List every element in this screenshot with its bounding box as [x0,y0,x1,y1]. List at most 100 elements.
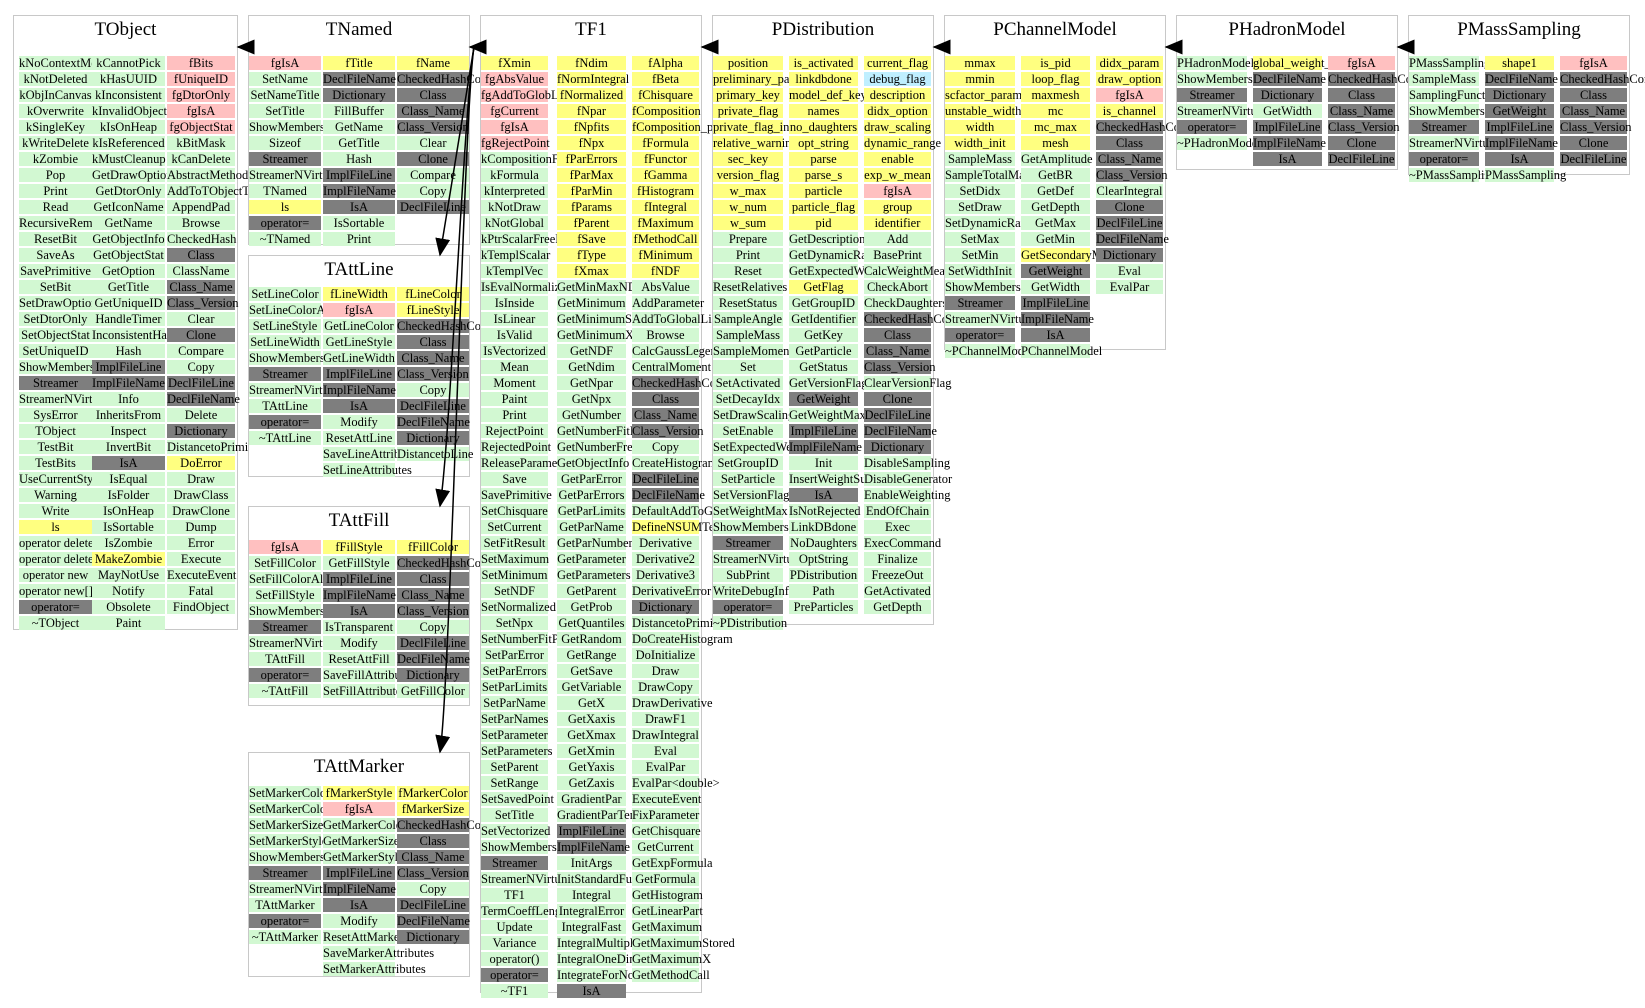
member-entry: Error [167,536,235,550]
member-entry: MakeZombie [92,552,165,566]
member-entry: ReleaseParameter [481,456,571,470]
member-entry: Derivative [632,536,699,550]
member-entry: kNotDraw [481,200,548,214]
member-entry: DeclFileName [397,415,470,429]
member-entry: kMustCleanup [92,152,166,166]
member-entry: operator= [713,600,783,614]
member-entry: Hash [92,344,165,358]
member-entry: GetXmin [557,744,626,758]
member-entry: operator= [249,216,321,230]
member-entry: draw_scaling [864,120,931,134]
member-entry: Notify [92,584,165,598]
member-entry: GetHistogram [632,888,703,902]
member-entry: Exec [864,520,931,534]
member-entry: fNpx [557,136,626,150]
member-entry: Streamer [481,856,548,870]
member-entry: GetMinimum [557,296,626,310]
member-entry: fFillColor [397,540,469,554]
member-entry: GetAmplitude [1021,152,1093,166]
member-entry: RejectedPoint [481,440,552,454]
member-entry: ImplFileLine [789,424,858,438]
member-entry: Clone [1560,136,1627,150]
member-entry: fIntegral [632,200,699,214]
member-entry: IsOnHeap [92,504,165,518]
member-entry: operator delete [19,536,94,550]
member-entry: fSave [557,232,626,246]
member-entry: SavePrimitive [19,264,92,278]
member-entry: SetFillStyle [249,588,321,602]
member-entry: Eval [1096,264,1163,278]
member-entry: CalcWeightMean [864,264,952,278]
member-entry: ls [249,200,321,214]
member-entry: fTitle [323,56,395,70]
member-entry: ImplFileName [1253,136,1326,150]
member-entry: SaveFillAttributes [323,668,415,682]
member-entry: SetDrawScaling [713,408,795,422]
class-title: PMassSampling [1457,19,1581,40]
member-entry: SetMarkerAttributes [323,962,426,976]
member-entry: ClearIntegral [1096,184,1163,198]
member-entry: ImplFileName [789,440,862,454]
member-entry: no_daughters [789,120,858,134]
member-entry: GetDtorOnly [92,184,165,198]
member-entry: primary_key [713,88,783,102]
member-entry: ShowMembers [249,120,325,134]
member-entry: NoDaughters [789,536,858,550]
member-entry: fgAddToGlobList [481,88,571,102]
member-entry: GetDepth [864,600,931,614]
class-box-pmasssampling: PMassSampling PMassSampling SampleMass Samp… [1408,15,1645,182]
member-entry: SetParameters [481,744,553,758]
member-entry: CheckedHashConsistency [1096,120,1227,134]
member-entry: TNamed [249,184,321,198]
member-entry: DeclFileLine [632,472,699,486]
member-entry: SysError [19,408,92,422]
member-entry: GetName [92,216,165,230]
member-entry: GetMarkerStyle [323,850,404,864]
member-entry: TestBit [19,440,92,454]
member-entry: ShowMembers [1177,72,1253,86]
member-entry: ResetStatus [713,296,783,310]
member-entry: fNormIntegral [557,72,630,86]
member-entry: GetParticle [789,344,858,358]
member-column: fAlpha fBeta fChisquare fComposition fCompos… [632,56,812,984]
member-entry: WriteDebugInfo [713,584,796,598]
member-entry: fFillStyle [323,540,395,554]
member-entry: GetOption [92,264,165,278]
member-entry: identifier [864,216,931,230]
member-column: SetMarkerColor SetMarkerColorAlpha SetMark… [249,786,361,946]
member-column: is_activated linkdbdone model_def_key names… [789,56,918,616]
member-entry: width [945,120,1015,134]
member-entry: SetParLimits [481,680,548,694]
member-entry: SetActivated [713,376,783,390]
member-entry: operator() [481,952,548,966]
member-entry: CheckDaughters [864,296,948,310]
member-entry: Compare [167,344,235,358]
member-entry: kTemplScalar [481,248,551,262]
member-column: didx_param draw_option fgIsA is_channel Chec… [1096,56,1227,296]
member-entry: GetNpar [557,376,626,390]
member-entry: Class [167,248,235,262]
member-column: fgIsA CheckedHashConsistency Class Class_Na… [1328,56,1459,168]
member-entry: GetWidth [1021,280,1090,294]
member-entry: kNoContextMenu [19,56,110,70]
member-entry: GradientParTempl<double> [557,808,698,822]
member-entry: SetNDF [481,584,548,598]
member-entry: GetX [557,696,626,710]
member-entry: Modify [323,415,395,429]
member-entry: GetCurrent [632,840,699,854]
member-entry: Print [323,232,395,246]
member-entry: operator= [1409,152,1479,166]
member-entry: Streamer [19,376,92,390]
member-entry: FillBuffer [323,104,395,118]
member-entry: SetParameter [481,728,548,742]
member-entry: SetNumberFitPoints [481,632,584,646]
member-entry: fComposition [632,104,701,118]
member-entry: CheckedHashConsistency [397,72,528,86]
member-entry: TF1 [481,888,548,902]
member-entry: dynamic_range [864,136,942,150]
member-entry: Class_Name [1096,152,1163,166]
member-entry: IsA [323,200,395,214]
member-entry: fMaximum [632,216,699,230]
member-entry: Add [864,232,931,246]
member-entry: IsA [1253,152,1322,166]
